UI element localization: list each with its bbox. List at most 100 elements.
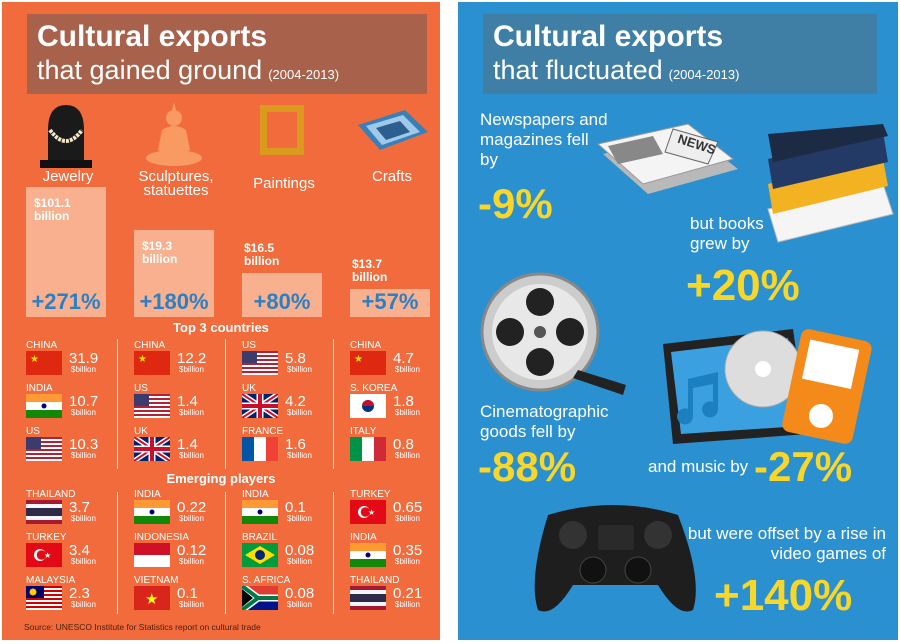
unit-label: $billion	[71, 557, 96, 566]
country-name: INDONESIA	[134, 532, 190, 543]
country-value: 4.2	[285, 393, 306, 410]
flag-india-icon	[134, 500, 170, 524]
flag-china-icon: ★	[134, 351, 170, 375]
left-title: Cultural exports that gained ground (2004…	[27, 14, 427, 94]
flag-s-korea-icon	[350, 394, 386, 418]
unit-label: $billion	[179, 365, 204, 374]
country-entry: INDIA 0.1 $billion	[242, 489, 312, 524]
country-name: TURKEY	[26, 532, 67, 543]
category-paintings: Paintings $16.5 billion +80% US 5.8 $billi…	[222, 2, 330, 640]
country-value: 3.4	[69, 542, 90, 559]
country-name: VIETNAM	[134, 575, 179, 586]
emerging-heading: Emerging players	[166, 471, 276, 486]
category-value: $16.5 billion	[244, 241, 280, 268]
unit-label: $billion	[395, 365, 420, 374]
country-entry: TURKEY ★ 0.65 $billion	[350, 489, 422, 524]
country-value: 0.08	[285, 542, 315, 559]
unit-label: $billion	[287, 365, 312, 374]
country-entry: US 5.8 $billion	[242, 340, 312, 375]
country-name: CHINA	[350, 340, 382, 351]
newspapers-text: Newspapers and magazines fell by	[480, 110, 608, 169]
country-value: 1.8	[393, 393, 414, 410]
country-value: 10.7	[69, 393, 99, 410]
category-crafts: Crafts $13.7 billion +57% CHINA ★ 4.7 $bil…	[330, 2, 438, 640]
country-name: S. AFRICA	[242, 575, 291, 586]
unit-label: $billion	[179, 408, 204, 417]
books-text: but books grew by	[690, 214, 764, 253]
country-entry: S. AFRICA 0.08 $billion	[242, 575, 314, 610]
cinema-text: Cinematographic goods fell by	[480, 402, 609, 441]
divider	[225, 339, 226, 469]
country-value: 3.7	[69, 499, 90, 516]
flag-india-icon	[242, 500, 278, 524]
flag-india-icon	[350, 543, 386, 567]
category-bar	[26, 187, 106, 317]
right-title-line1: Cultural exports	[493, 20, 724, 53]
country-value: 0.21	[393, 585, 423, 602]
country-entry: INDIA 0.22 $billion	[134, 489, 206, 524]
country-entry: UK 4.2 $billion	[242, 383, 312, 418]
country-entry: BRAZIL 0.08 $billion	[242, 532, 314, 567]
unit-label: $billion	[71, 451, 96, 460]
source-note: Source: UNESCO Institute for Statistics …	[24, 622, 261, 632]
flag-malaysia-icon	[26, 586, 62, 610]
country-entry: CHINA ★ 31.9 $billion	[26, 340, 98, 375]
games-text: but were offset by a rise in video games…	[687, 524, 886, 563]
picture-frame-icon	[242, 100, 322, 168]
country-name: BRAZIL	[242, 532, 278, 543]
cinema-pct: -88%	[478, 443, 577, 490]
country-entry: VIETNAM ★ 0.1 $billion	[134, 575, 204, 610]
unit-label: $billion	[287, 451, 312, 460]
category-value: $101.1 billion	[34, 196, 71, 223]
category-label: Crafts	[371, 168, 412, 185]
category-sculptures: Sculptures, statuettes $19.3 billion +180…	[114, 2, 222, 640]
flag-thailand-icon	[350, 586, 386, 610]
gamepad-icon	[528, 490, 703, 620]
unit-label: $billion	[395, 451, 420, 460]
country-name: THAILAND	[26, 489, 76, 500]
country-entry: TURKEY ★ 3.4 $billion	[26, 532, 96, 567]
country-name: INDIA	[134, 489, 161, 500]
country-name: INDIA	[350, 532, 377, 543]
country-value: 0.1	[285, 499, 306, 516]
svg-text:★: ★	[138, 354, 147, 365]
flag-turkey-icon: ★	[350, 500, 386, 524]
country-value: 0.22	[177, 499, 207, 516]
country-entry: FRANCE 1.6 $billion	[242, 426, 312, 461]
buddha-statue-icon	[134, 100, 214, 168]
left-title-years: (2004-2013)	[268, 67, 340, 82]
fluctuated-panel: Cultural exports that fluctuated (2004-20…	[458, 2, 898, 640]
music-devices-icon	[643, 324, 873, 449]
country-entry: INDONESIA 0.12 $billion	[134, 532, 206, 567]
category-label: Jewelry	[42, 168, 94, 185]
country-name: TURKEY	[350, 489, 391, 500]
film-reel-icon	[478, 270, 628, 400]
flag-s-africa-icon	[242, 586, 278, 610]
country-entry: CHINA ★ 12.2 $billion	[134, 340, 206, 375]
category-bar	[242, 273, 322, 317]
category-label: Sculptures, statuettes	[138, 168, 214, 199]
flag-us-icon	[242, 351, 278, 375]
right-title-years: (2004-2013)	[668, 67, 740, 82]
country-entry: THAILAND 3.7 $billion	[26, 489, 96, 524]
newspaper-icon: NEWS	[593, 114, 743, 209]
flag-france-icon	[242, 437, 278, 461]
country-value: 10.3	[69, 436, 99, 453]
flag-thailand-icon	[26, 500, 62, 524]
unit-label: $billion	[287, 514, 312, 523]
country-name: UK	[134, 426, 148, 437]
flag-uk-icon	[134, 437, 170, 461]
country-value: 1.4	[177, 393, 198, 410]
unit-label: $billion	[71, 600, 96, 609]
flag-italy-icon	[350, 437, 386, 461]
svg-text:★: ★	[30, 354, 39, 365]
country-name: THAILAND	[350, 575, 400, 586]
country-value: 0.1	[177, 585, 198, 602]
country-name: FRANCE	[242, 426, 284, 437]
category-jewelry: Jewelry $101.1 billion +271% CHINA ★ 31.9 …	[6, 2, 114, 640]
divider	[117, 339, 118, 469]
country-value: 5.8	[285, 350, 306, 367]
country-value: 4.7	[393, 350, 414, 367]
country-entry: US 10.3 $billion	[26, 426, 98, 461]
category-value: $19.3 billion	[142, 239, 178, 266]
